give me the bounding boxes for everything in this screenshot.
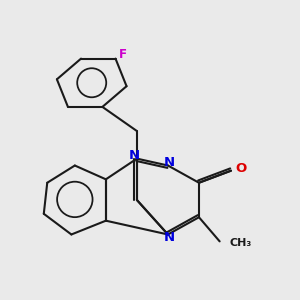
Text: F: F [119, 48, 127, 61]
Text: N: N [129, 149, 140, 162]
Text: N: N [164, 231, 175, 244]
Text: O: O [235, 163, 246, 176]
Text: CH₃: CH₃ [229, 238, 252, 248]
Text: N: N [164, 156, 175, 169]
